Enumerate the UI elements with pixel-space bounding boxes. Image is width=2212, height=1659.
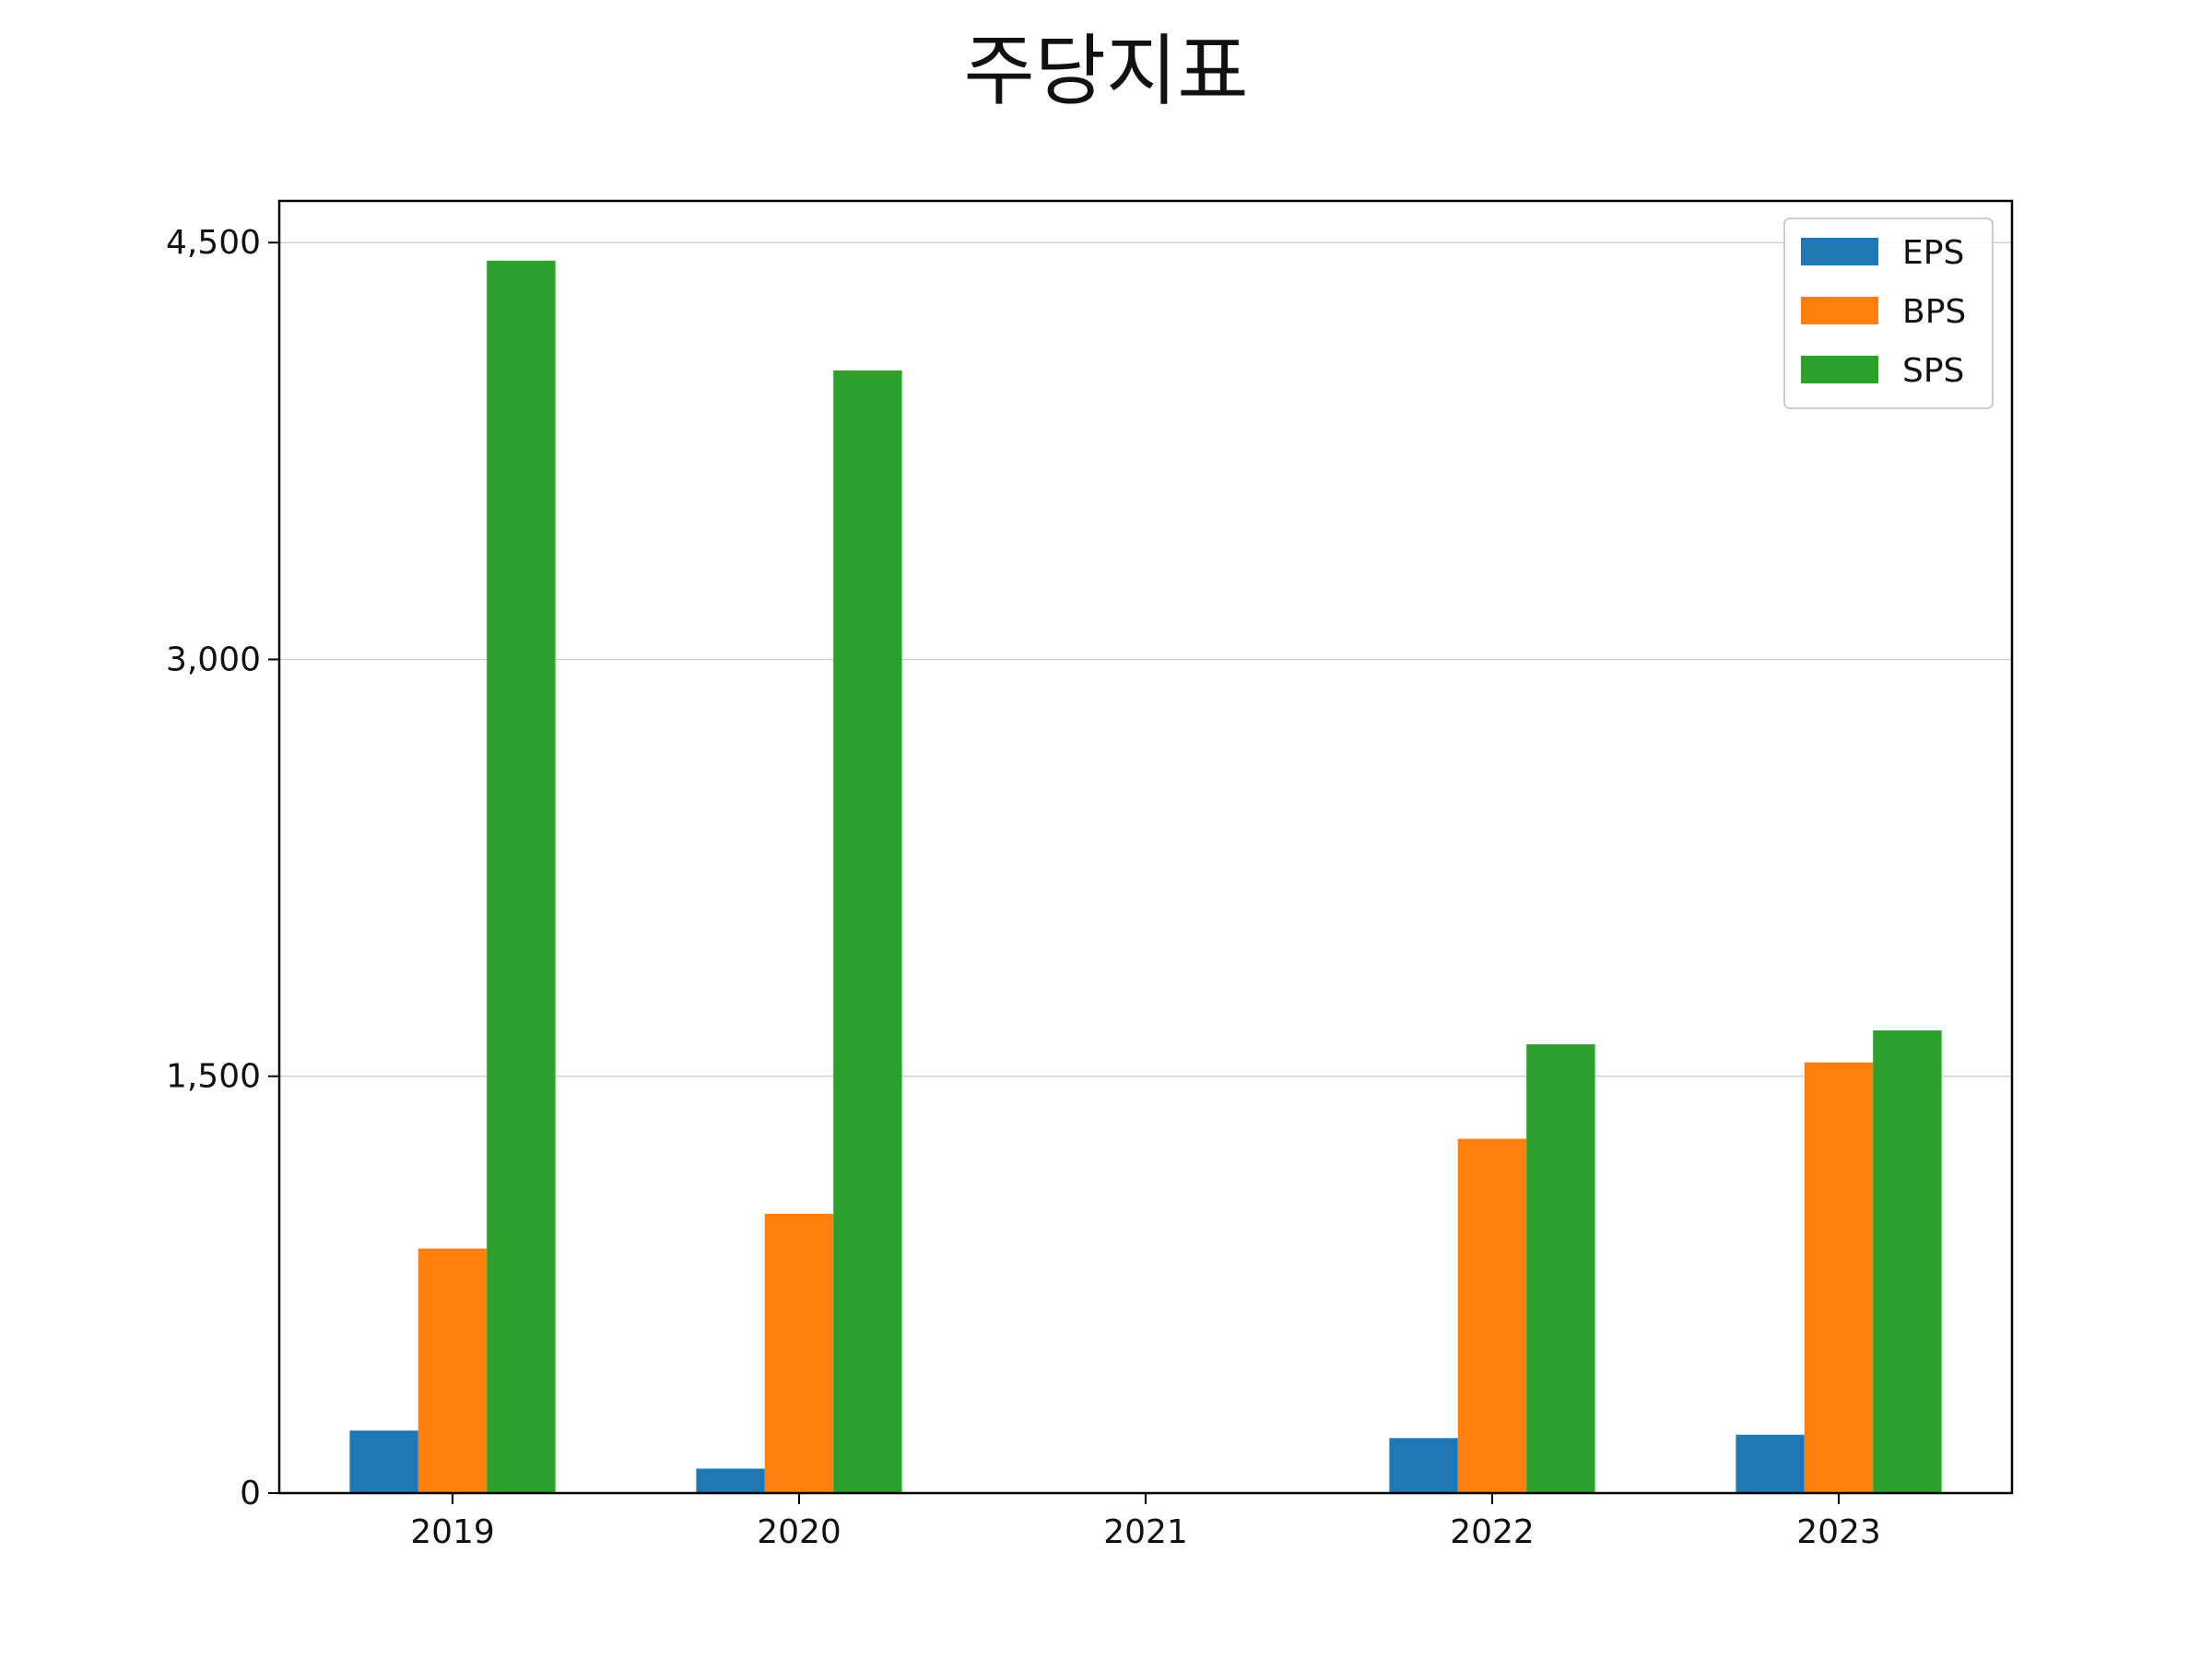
legend-swatch-eps [1801,238,1878,265]
legend-swatch-sps [1801,356,1878,383]
bars [349,260,1942,1494]
gridlines [279,241,2012,1077]
legend: EPS BPS SPS [1783,218,1994,409]
x-tick-label: 2020 [757,1513,841,1551]
bar-sps-2020 [833,370,902,1494]
bar-eps-2023 [1735,1434,1805,1493]
x-tick-label: 2023 [1796,1513,1881,1551]
y-tick-label: 1,500 [166,1058,261,1096]
legend-label-sps: SPS [1902,352,1964,390]
bar-bps-2019 [418,1248,488,1493]
bar-bps-2023 [1804,1062,1874,1493]
bar-sps-2019 [487,260,556,1493]
bar-eps-2020 [696,1468,765,1493]
bar-sps-2022 [1526,1044,1595,1493]
bar-bps-2020 [764,1213,834,1493]
bar-eps-2022 [1389,1438,1458,1493]
x-tick-label: 2019 [410,1513,495,1551]
bar-eps-2019 [349,1430,418,1493]
legend-swatch-bps [1801,297,1878,324]
bar-sps-2023 [1873,1030,1942,1493]
y-tick-label: 0 [240,1475,261,1512]
bar-bps-2022 [1457,1138,1527,1493]
y-tick-label: 4,500 [166,224,261,262]
legend-label-bps: BPS [1902,293,1966,331]
legend-label-eps: EPS [1902,234,1964,272]
chart-title: 주당지표 [963,26,1249,116]
y-tick-label: 3,000 [166,641,261,678]
x-tick-label: 2021 [1103,1513,1188,1551]
x-tick-label: 2022 [1450,1513,1535,1551]
axes: 0 1,500 3,000 4,500 2019 2020 2021 2022 2023 [166,224,1881,1551]
